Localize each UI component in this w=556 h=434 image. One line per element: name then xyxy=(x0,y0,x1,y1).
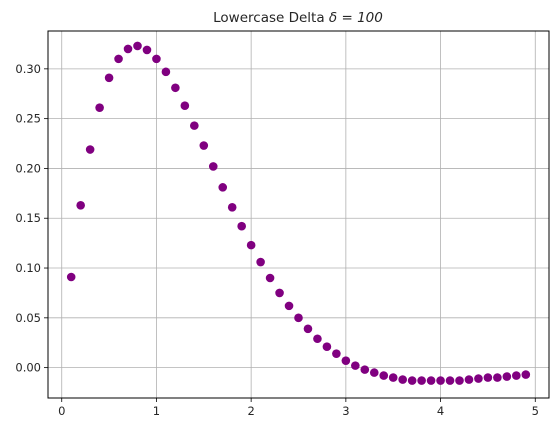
data-point xyxy=(171,83,180,93)
data-point xyxy=(256,257,265,267)
y-tick-label: 0.05 xyxy=(15,311,41,325)
y-tick-label: 0.25 xyxy=(15,112,41,126)
data-point xyxy=(407,376,417,385)
data-point xyxy=(180,101,190,110)
chart-title: Lowercase Delta δ = 100 xyxy=(213,10,383,26)
x-tick-label: 1 xyxy=(153,404,160,418)
data-point xyxy=(332,349,341,358)
y-tick-label: 0.15 xyxy=(15,211,41,225)
data-point xyxy=(275,288,284,298)
data-point xyxy=(303,324,313,334)
data-point xyxy=(95,103,104,112)
data-point xyxy=(398,375,407,384)
y-tick-label: 0.30 xyxy=(15,62,41,76)
data-point xyxy=(265,273,275,283)
data-point xyxy=(142,45,152,55)
x-tick-label: 4 xyxy=(437,404,444,418)
data-point xyxy=(512,371,521,380)
data-point xyxy=(237,221,246,231)
data-point xyxy=(284,301,294,311)
y-tick-label: 0.10 xyxy=(15,261,41,275)
data-point xyxy=(483,373,493,382)
data-point xyxy=(85,145,95,154)
x-tick-label: 0 xyxy=(58,404,65,418)
data-point xyxy=(455,376,464,385)
chart-title-math: δ = 100 xyxy=(329,10,383,26)
data-point xyxy=(351,361,360,370)
data-point xyxy=(369,368,379,377)
data-point xyxy=(417,376,426,385)
data-point xyxy=(464,375,474,384)
data-point xyxy=(114,54,123,64)
data-point xyxy=(426,376,436,385)
data-point xyxy=(199,141,209,150)
plot-frame xyxy=(47,30,550,399)
data-point xyxy=(341,356,351,365)
data-point xyxy=(123,44,133,54)
data-point xyxy=(360,365,370,374)
data-point xyxy=(218,183,228,192)
y-axis: 0.00 0.05 0.10 0.15 0.20 0.25 0.30 xyxy=(15,62,48,375)
data-point xyxy=(66,272,76,282)
y-tick-label: 0.20 xyxy=(15,161,41,175)
data-point xyxy=(445,376,455,385)
data-point xyxy=(493,373,502,382)
data-point xyxy=(161,67,171,77)
data-point xyxy=(379,371,389,380)
data-point xyxy=(152,54,161,64)
data-points xyxy=(66,41,531,385)
x-tick-label: 2 xyxy=(247,404,254,418)
data-point xyxy=(436,376,445,385)
y-tick-label: 0.00 xyxy=(15,361,41,375)
data-point xyxy=(474,374,483,383)
grid xyxy=(48,31,549,398)
data-point xyxy=(246,240,256,250)
data-point xyxy=(190,121,199,130)
data-point xyxy=(322,342,332,352)
data-point xyxy=(227,202,237,212)
x-tick-label: 3 xyxy=(342,404,349,418)
data-point xyxy=(521,370,531,379)
data-point xyxy=(208,162,218,171)
data-point xyxy=(104,73,114,83)
data-point xyxy=(388,373,398,382)
data-point xyxy=(294,313,303,323)
data-point xyxy=(133,41,142,51)
data-point xyxy=(313,334,322,344)
data-point xyxy=(76,200,85,210)
x-axis: 0 1 2 3 4 5 xyxy=(58,398,539,418)
data-point xyxy=(502,372,512,381)
chart-title-text: Lowercase Delta xyxy=(213,10,329,26)
x-tick-label: 5 xyxy=(532,404,539,418)
